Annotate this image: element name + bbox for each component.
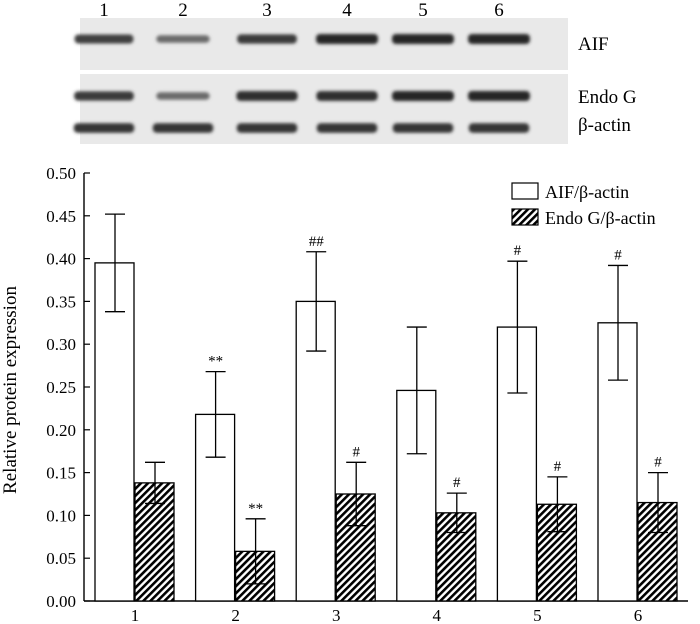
significance-marker: #	[352, 444, 360, 460]
bar-endog	[335, 493, 376, 602]
significance-marker: #	[514, 243, 522, 259]
x-tick-label: 5	[533, 606, 542, 624]
x-tick-label: 6	[634, 606, 643, 624]
y-tick-label: 0.25	[46, 378, 76, 397]
blot-band	[237, 34, 297, 44]
blot-band	[152, 123, 214, 133]
lane-label: 1	[99, 0, 109, 21]
x-tick-label: 2	[231, 606, 240, 624]
blot-band	[236, 91, 298, 101]
blot-row-label: β-actin	[578, 115, 631, 136]
blot-band	[468, 91, 530, 101]
blot-band	[74, 91, 134, 101]
blot-band	[236, 123, 298, 133]
blot-band	[316, 123, 378, 133]
legend-swatch-aif	[511, 182, 539, 200]
lane-label: 2	[178, 0, 188, 21]
bar-endog	[436, 512, 477, 602]
y-tick-label: 0.15	[46, 464, 76, 483]
lane-label: 5	[418, 0, 428, 21]
legend-swatch-endog	[511, 208, 539, 226]
significance-marker: ##	[309, 234, 325, 250]
x-tick-label: 4	[433, 606, 442, 624]
significance-marker: #	[453, 475, 461, 491]
blot-band	[392, 123, 454, 133]
blot-band	[73, 123, 135, 133]
significance-marker: **	[208, 354, 223, 370]
y-tick-label: 0.20	[46, 421, 76, 440]
blot-strip-endog-actin	[80, 74, 568, 144]
significance-marker: #	[554, 459, 562, 475]
y-tick-label: 0.00	[46, 592, 76, 611]
legend-label-endog: Endo G/β-actin	[545, 208, 656, 228]
x-tick-label: 3	[332, 606, 341, 624]
significance-marker: #	[654, 455, 662, 471]
blot-band	[392, 91, 454, 101]
blot-band	[468, 123, 530, 133]
y-tick-label: 0.50	[46, 164, 76, 183]
significance-marker: #	[614, 247, 622, 263]
y-tick-label: 0.45	[46, 207, 76, 226]
blot-band	[316, 91, 378, 101]
blot-band	[156, 92, 210, 100]
y-tick-label: 0.10	[46, 506, 76, 525]
blot-band	[74, 34, 134, 44]
bar-chart: Relative protein expression ****########…	[0, 164, 688, 624]
y-tick-label: 0.30	[46, 335, 76, 354]
significance-marker: **	[248, 501, 263, 517]
y-tick-label: 0.40	[46, 250, 76, 269]
blot-row-label: Endo G	[578, 87, 637, 108]
legend: AIF/β-actin Endo G/β-actin	[511, 182, 656, 228]
western-blot: 1 2 3 4 5 6 AIF Endo G β-actin	[73, 0, 637, 144]
y-tick-label: 0.35	[46, 292, 76, 311]
lane-label: 3	[262, 0, 272, 21]
blot-band	[316, 34, 378, 44]
y-axis-label: Relative protein expression	[0, 286, 21, 494]
blot-band	[156, 35, 210, 43]
blot-band	[392, 34, 454, 44]
y-tick-label: 0.05	[46, 549, 76, 568]
lane-label: 6	[494, 0, 504, 21]
legend-label-aif: AIF/β-actin	[545, 182, 629, 202]
lane-label: 4	[342, 0, 352, 21]
bar-aif	[94, 262, 135, 602]
x-tick-label: 1	[131, 606, 140, 624]
blot-row-label: AIF	[578, 34, 609, 55]
blot-band	[468, 34, 530, 44]
